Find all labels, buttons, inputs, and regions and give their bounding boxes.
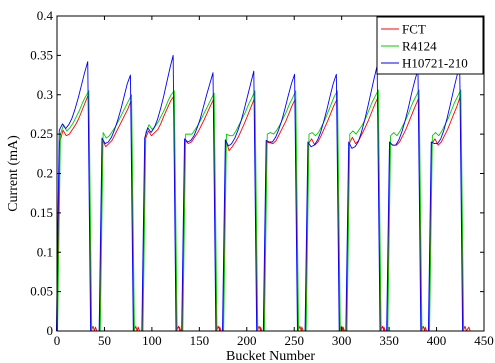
x-tick-label: 350: [379, 333, 399, 348]
x-tick-label: 100: [142, 333, 162, 348]
y-tick-label: 0.2: [37, 166, 53, 181]
y-tick-label: 0.35: [30, 47, 53, 62]
legend-label: FCT: [402, 22, 426, 37]
legend: FCT R4124 H10721-210: [376, 16, 484, 75]
x-tick-label: 50: [98, 333, 111, 348]
x-tick-label: 150: [190, 333, 210, 348]
x-tick-label: 300: [332, 333, 352, 348]
tick-labels: 0 50 100 150 200 250 300 350 400 450 0 0.05 0.1 0.15 0…: [30, 8, 494, 348]
y-tick-label: 0: [47, 323, 54, 338]
legend-label: R4124: [402, 39, 437, 54]
x-tick-label: 400: [427, 333, 447, 348]
x-tick-label: 450: [474, 333, 494, 348]
y-tick-label: 0.4: [37, 8, 54, 23]
y-tick-label: 0.15: [30, 205, 53, 220]
x-tick-label: 250: [284, 333, 304, 348]
y-tick-label: 0.25: [30, 126, 53, 141]
y-tick-label: 0.3: [37, 87, 53, 102]
y-tick-label: 0.1: [37, 244, 53, 259]
y-axis-label: Current (mA): [6, 135, 21, 212]
x-axis-label: Bucket Number: [226, 349, 315, 363]
x-tick-label: 0: [54, 333, 61, 348]
y-tick-label: 0.05: [30, 284, 53, 299]
plot-lines: [55, 54, 475, 332]
series-line-r4124: [57, 89, 475, 332]
legend-label: H10721-210: [402, 56, 468, 71]
x-tick-label: 200: [237, 333, 257, 348]
